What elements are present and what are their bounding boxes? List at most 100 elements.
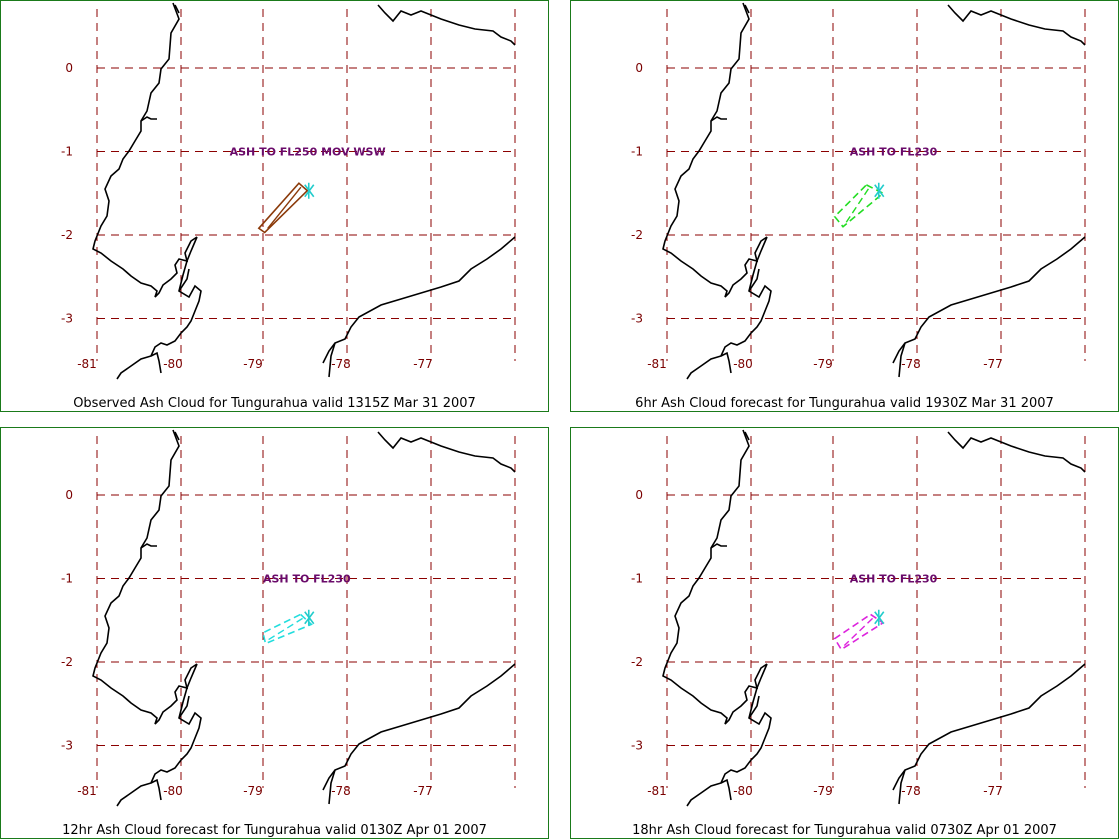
map-canvas: 0 -1 -2 -3 -81 -80 -79 -78 -77 ASH TO FL230 [631,2,1086,380]
lon-label: -78 [901,357,921,371]
coastline [686,663,772,807]
lon-label: -80 [163,784,183,798]
coastline [174,431,180,441]
panel-caption: 18hr Ash Cloud forecast for Tungurahua v… [632,823,1057,838]
coastline [322,663,516,791]
ash-level-label: ASH TO FL230 [850,573,938,586]
panel-caption: Observed Ash Cloud for Tungurahua valid … [73,396,476,411]
lon-label: -77 [983,784,1003,798]
ash-cloud-polygon [833,183,885,228]
lon-label: -80 [163,357,183,371]
lon-label: -81 [647,357,667,371]
lat-label: 0 [65,488,73,502]
ash-cloud-inner-line [268,617,303,641]
coastline [92,2,198,298]
lat-label: -2 [631,228,643,242]
ash-level-label: ASH TO FL230 [263,573,351,586]
lon-label: -77 [983,357,1003,371]
lon-label: -81 [77,357,97,371]
coastline [662,429,768,725]
panel-caption: 12hr Ash Cloud forecast for Tungurahua v… [62,823,487,838]
coastline [744,431,750,441]
lon-label: -78 [901,784,921,798]
volcano-marker-icon [874,182,885,199]
lat-label: -3 [61,739,73,753]
coastline [748,268,760,292]
coastline [892,236,1086,364]
coastline [898,769,906,805]
ash-cloud-inner-line [267,186,302,229]
map-canvas: 0 -1 -2 -3 -81 -80 -79 -78 -77 ASH TO FL250 MOV W… [61,2,516,380]
lon-label: -78 [331,784,351,798]
volcano-marker-icon [304,182,315,199]
volcano-marker-icon [874,609,885,626]
coastline [140,543,157,549]
coastline [116,663,202,807]
lon-label: -79 [243,784,263,798]
lat-label: 0 [635,61,643,75]
map-panel-3: 0 -1 -2 -3 -81 -80 -79 -78 -77 ASH TO FL230 12hr A… [0,427,549,839]
coastline [377,4,516,46]
coastline [116,236,202,380]
coastline [892,663,1086,791]
lat-label: 0 [65,61,73,75]
lat-label: 0 [635,488,643,502]
map-canvas: 0 -1 -2 -3 -81 -80 -79 -78 -77 ASH TO FL230 [631,429,1086,807]
coastline [947,4,1086,46]
ash-cloud-polygon [833,613,885,651]
coastline [744,4,750,14]
lon-label: -77 [413,784,433,798]
volcano-marker-icon [304,609,315,626]
lat-label: -2 [61,228,73,242]
coastline [662,2,768,298]
coastline [686,236,772,380]
panel-caption: 6hr Ash Cloud forecast for Tungurahua va… [635,396,1054,411]
lon-label: -80 [733,357,753,371]
lat-label: -1 [61,572,73,586]
ash-level-label: ASH TO FL230 [850,146,938,159]
coastline [178,695,190,719]
lat-label: -3 [61,312,73,326]
lon-label: -78 [331,357,351,371]
coastline [328,342,336,378]
coastline [178,268,190,292]
ash-cloud-inner-line [843,617,874,646]
map-panel-4: 0 -1 -2 -3 -81 -80 -79 -78 -77 ASH TO FL230 18hr A… [570,427,1119,839]
ash-cloud-inner-line [845,188,869,224]
coastline [947,431,1086,473]
lon-label: -79 [813,357,833,371]
coastline [720,778,732,801]
lon-label: -81 [647,784,667,798]
lat-label: -1 [61,145,73,159]
coastline [720,351,732,374]
map-canvas: 0 -1 -2 -3 -81 -80 -79 -78 -77 ASH TO FL230 [61,429,516,807]
lat-label: -1 [631,572,643,586]
coastline [150,351,162,374]
map-panel-2: 0 -1 -2 -3 -81 -80 -79 -78 -77 ASH TO FL230 6hr As… [570,0,1119,412]
lon-label: -81 [77,784,97,798]
lat-label: -3 [631,312,643,326]
lon-label: -80 [733,784,753,798]
coastline [748,695,760,719]
lon-label: -79 [243,357,263,371]
coastline [710,543,727,549]
lon-label: -77 [413,357,433,371]
coastline [92,429,198,725]
ash-level-label: ASH TO FL250 MOV WSW [230,146,386,159]
lon-label: -79 [813,784,833,798]
ash-cloud-polygon [262,613,313,645]
ash-cloud-polygon [257,182,309,234]
coastline [322,236,516,364]
coastline [710,116,727,122]
coastline [150,778,162,801]
lat-label: -2 [631,655,643,669]
coastline [174,4,180,14]
lat-label: -2 [61,655,73,669]
coastline [328,769,336,805]
coastline [898,342,906,378]
coastline [377,431,516,473]
lat-label: -3 [631,739,643,753]
lat-label: -1 [631,145,643,159]
map-panel-1: 0 -1 -2 -3 -81 -80 -79 -78 -77 ASH TO FL250 MOV W… [0,0,549,412]
coastline [140,116,157,122]
